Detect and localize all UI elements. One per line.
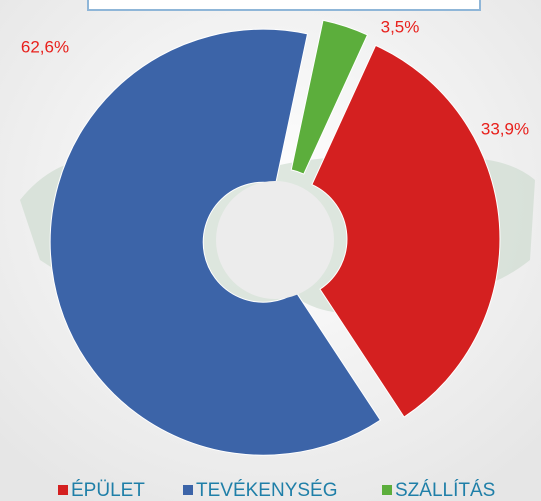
legend-label: SZÁLLÍTÁS	[395, 480, 495, 501]
legend-label: TEVÉKENYSÉG	[196, 480, 338, 501]
legend-swatch	[382, 485, 392, 495]
donut-hole	[216, 181, 334, 299]
title-frame	[87, 0, 481, 11]
pie: 3,5% 33,9% 62,6%	[21, 17, 529, 456]
legend-swatch	[183, 485, 193, 495]
legend-label: ÉPÜLET	[71, 480, 145, 501]
slice	[311, 44, 501, 418]
data-label: 33,9%	[481, 119, 529, 138]
legend: ÉPÜLET TEVÉKENYSÉG SZÁLLÍTÁS	[58, 480, 495, 501]
slice	[49, 28, 382, 456]
slice	[290, 19, 369, 175]
data-label: 62,6%	[21, 37, 69, 56]
legend-swatch	[58, 485, 68, 495]
data-label: 3,5%	[381, 17, 420, 36]
